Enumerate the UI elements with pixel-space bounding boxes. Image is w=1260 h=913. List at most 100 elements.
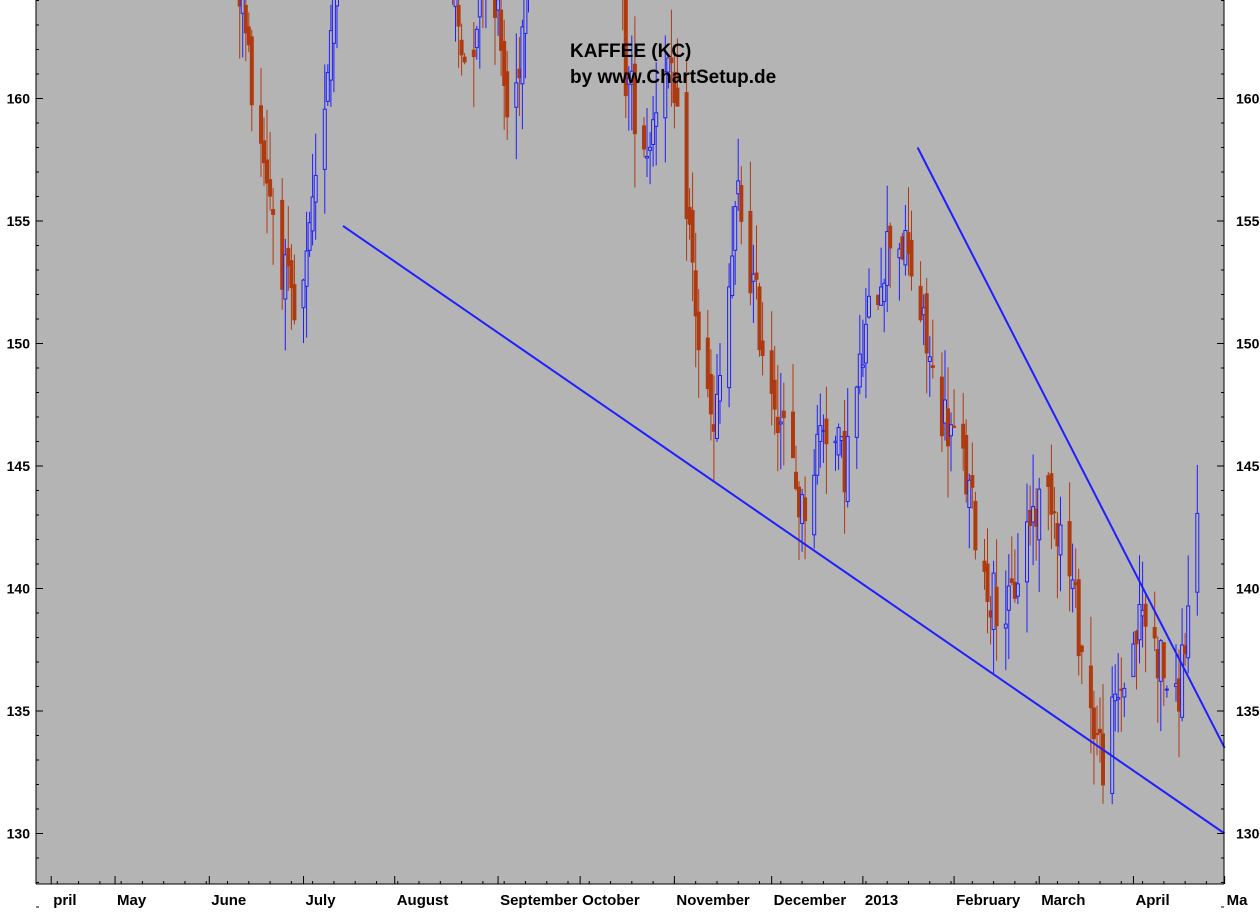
candle-body <box>462 56 467 63</box>
y-tick-label-left: 160 <box>7 91 31 107</box>
candle-body <box>1183 645 1188 655</box>
candle-body <box>246 26 251 46</box>
candle-body <box>757 286 762 351</box>
candle-body <box>1009 578 1014 583</box>
trendline-1 <box>342 225 1226 835</box>
candle-body <box>751 273 756 282</box>
candle-body <box>280 199 285 290</box>
candle-body <box>1110 696 1115 794</box>
y-tick-label-right: 130 <box>1236 826 1260 842</box>
candle-body <box>623 0 628 97</box>
candle-body <box>715 393 719 439</box>
candle-body <box>459 39 464 56</box>
candle-body <box>833 440 838 444</box>
candle-body <box>313 174 318 203</box>
axes-layer: 130 130 135 135 140 140 145 145 150 150 155 155 160 1… <box>7 0 1260 909</box>
candle-body <box>325 72 330 102</box>
candle-body <box>520 26 525 85</box>
candle-body <box>243 4 248 34</box>
candle-body <box>994 586 999 627</box>
candle-body <box>1088 665 1093 709</box>
candle-body <box>496 0 501 11</box>
candle-body <box>842 430 847 493</box>
candle-body <box>760 340 765 356</box>
x-tick-label: August <box>397 892 449 908</box>
candle-body <box>456 4 461 27</box>
candle-body <box>857 353 862 388</box>
candle-body <box>769 350 774 394</box>
candle-body <box>791 411 795 459</box>
candle-body <box>888 225 893 249</box>
candle-body <box>730 255 735 296</box>
candle-body <box>1058 524 1063 556</box>
candle-body <box>1180 644 1185 718</box>
candle-body <box>967 479 972 508</box>
candle-body <box>775 416 780 434</box>
candle-body <box>1101 733 1105 786</box>
candle-body <box>845 435 850 502</box>
candle-body <box>736 180 741 195</box>
candle-body <box>739 185 744 222</box>
candle-body <box>836 427 841 456</box>
candle-body <box>331 0 336 44</box>
candle-body <box>684 92 689 220</box>
x-tick-label: Ma <box>1227 892 1248 908</box>
candle-body <box>237 0 242 7</box>
candle-body <box>860 364 865 368</box>
y-tick-label-left: 130 <box>7 826 31 842</box>
trendline-layer <box>342 147 1226 835</box>
candle-body <box>970 475 975 488</box>
candle-body <box>705 337 710 390</box>
x-tick-label: December <box>774 892 847 908</box>
candle-body <box>648 146 653 151</box>
chart-title: KAFFEE (KC) <box>570 41 691 62</box>
candle-body <box>304 250 309 287</box>
candle-body <box>733 206 738 251</box>
candle-body <box>1055 523 1060 547</box>
x-tick-label: April <box>1135 892 1169 908</box>
candle-body <box>477 0 482 18</box>
candle-body <box>778 421 783 425</box>
x-tick-label: February <box>956 892 1021 908</box>
candle-body <box>1015 583 1020 597</box>
candle-body <box>632 63 637 135</box>
x-tick-label: June <box>211 892 246 908</box>
candle-body <box>283 254 288 300</box>
candle-body <box>985 563 990 602</box>
y-tick-label-left: 145 <box>7 458 31 474</box>
candle-body <box>1131 643 1136 678</box>
candle-body <box>879 286 884 306</box>
candle-body <box>772 379 777 410</box>
candle-body <box>781 410 786 419</box>
plot-background <box>36 0 1224 884</box>
candle-body <box>335 0 339 7</box>
candle-body <box>815 433 820 476</box>
candle-body <box>1177 678 1181 712</box>
candle-body <box>812 474 817 536</box>
x-tick-label: pril <box>53 892 76 908</box>
candle-body <box>259 105 263 144</box>
candle-body <box>867 295 871 318</box>
candle-body <box>669 57 674 64</box>
candle-body <box>693 270 698 317</box>
candle-body <box>854 386 859 438</box>
candle-body <box>949 424 953 437</box>
candle-body <box>307 222 312 251</box>
y-tick-label-left: 155 <box>7 213 31 229</box>
candle-body <box>1067 521 1072 577</box>
y-tick-label-right: 150 <box>1236 336 1260 352</box>
candle-body <box>927 356 932 363</box>
candle-body <box>1164 688 1169 691</box>
candle-body <box>310 196 315 232</box>
candle-body <box>690 210 695 263</box>
y-tick-label-right: 145 <box>1236 458 1260 474</box>
candle-body <box>718 375 722 402</box>
candle-body <box>1046 475 1051 488</box>
candle-body <box>952 425 957 428</box>
candle-body <box>1098 728 1102 734</box>
candle-body <box>863 323 868 364</box>
candle-body <box>1137 604 1142 641</box>
candle-body <box>292 284 297 321</box>
candle-body <box>672 71 677 104</box>
